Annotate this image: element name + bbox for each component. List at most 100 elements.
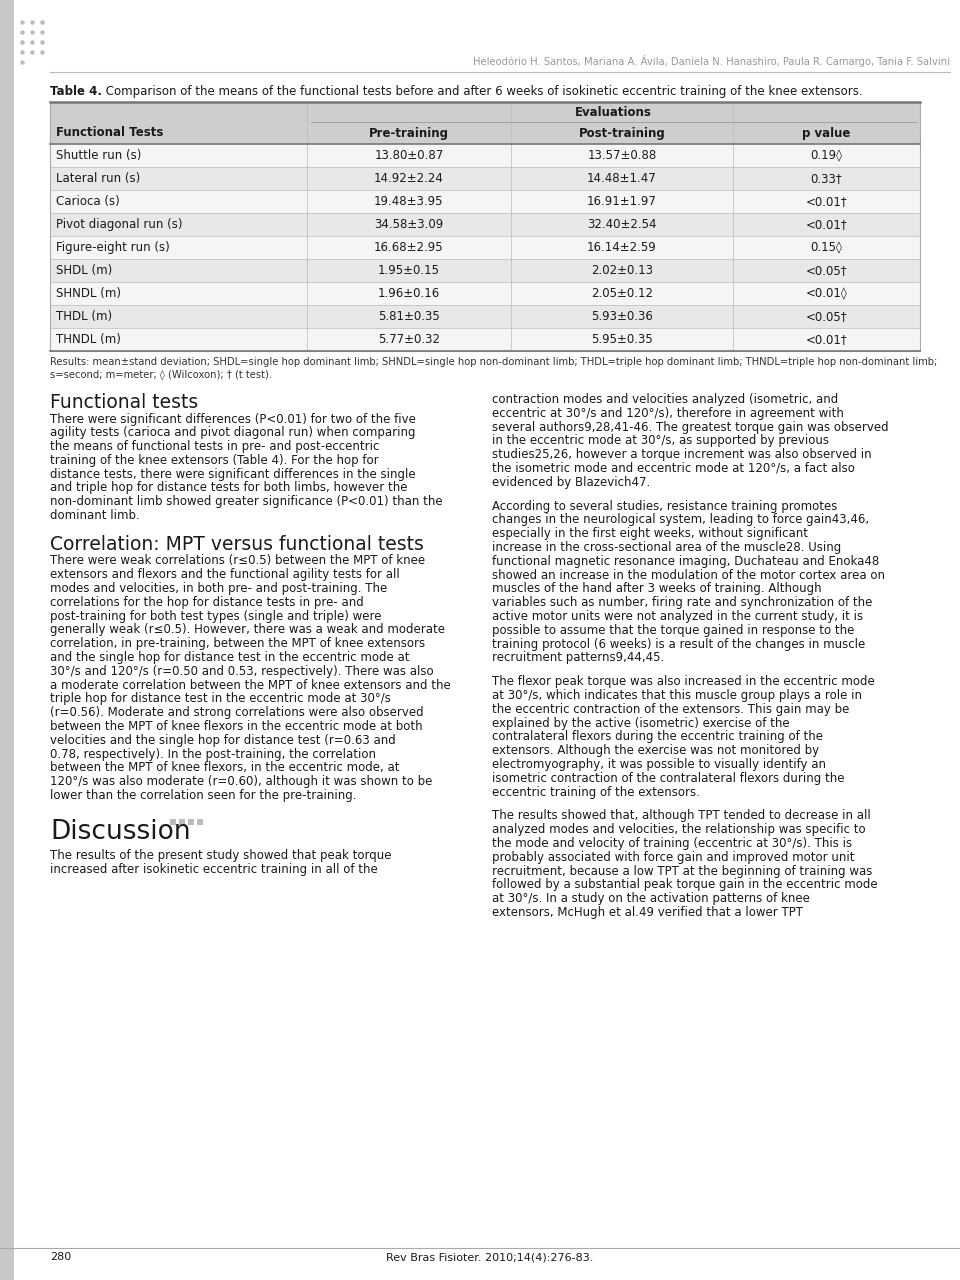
- Text: Correlation: MPT versus functional tests: Correlation: MPT versus functional tests: [50, 535, 424, 554]
- Text: Post-training: Post-training: [579, 127, 665, 140]
- Text: 2.05±0.12: 2.05±0.12: [591, 287, 653, 300]
- Text: There were weak correlations (r≤0.5) between the MPT of knee: There were weak correlations (r≤0.5) bet…: [50, 554, 425, 567]
- Text: 16.91±1.97: 16.91±1.97: [588, 195, 657, 207]
- Bar: [0, 0, 14, 1280]
- Text: correlation, in pre-training, between the MPT of knee extensors: correlation, in pre-training, between th…: [50, 637, 425, 650]
- Text: Lateral run (s): Lateral run (s): [56, 172, 140, 186]
- Text: 16.68±2.95: 16.68±2.95: [374, 241, 444, 253]
- Text: increase in the cross-sectional area of the muscle28. Using: increase in the cross-sectional area of …: [492, 541, 841, 554]
- Text: 0.33†: 0.33†: [810, 172, 842, 186]
- Bar: [50, 143, 920, 166]
- Text: training protocol (6 weeks) is a result of the changes in muscle: training protocol (6 weeks) is a result …: [492, 637, 865, 650]
- Text: Functional tests: Functional tests: [50, 393, 199, 412]
- Text: Pre-training: Pre-training: [369, 127, 449, 140]
- Text: 32.40±2.54: 32.40±2.54: [588, 218, 657, 230]
- Text: 14.48±1.47: 14.48±1.47: [588, 172, 657, 186]
- Text: triple hop for distance test in the eccentric mode at 30°/s: triple hop for distance test in the ecce…: [50, 692, 391, 705]
- Text: extensors. Although the exercise was not monitored by: extensors. Although the exercise was not…: [492, 744, 819, 758]
- Bar: [50, 102, 920, 351]
- Text: There were significant differences (P<0.01) for two of the five: There were significant differences (P<0.…: [50, 412, 416, 425]
- Text: THDL (m): THDL (m): [56, 310, 112, 323]
- Text: <0.01†: <0.01†: [805, 195, 848, 207]
- Text: <0.01†: <0.01†: [805, 333, 848, 346]
- Text: the eccentric contraction of the extensors. This gain may be: the eccentric contraction of the extenso…: [492, 703, 850, 716]
- Text: The flexor peak torque was also increased in the eccentric mode: The flexor peak torque was also increase…: [492, 675, 875, 689]
- Text: 19.48±3.95: 19.48±3.95: [374, 195, 444, 207]
- Text: muscles of the hand after 3 weeks of training. Although: muscles of the hand after 3 weeks of tra…: [492, 582, 822, 595]
- Text: changes in the neurological system, leading to force gain43,46,: changes in the neurological system, lead…: [492, 513, 869, 526]
- Text: 13.57±0.88: 13.57±0.88: [588, 148, 657, 163]
- Text: 5.81±0.35: 5.81±0.35: [378, 310, 440, 323]
- Text: Rev Bras Fisioter. 2010;14(4):276-83.: Rev Bras Fisioter. 2010;14(4):276-83.: [386, 1252, 593, 1262]
- Text: 0.19◊: 0.19◊: [810, 148, 843, 163]
- Text: post-training for both test types (single and triple) were: post-training for both test types (singl…: [50, 609, 381, 622]
- Text: in the eccentric mode at 30°/s, as supported by previous: in the eccentric mode at 30°/s, as suppo…: [492, 434, 829, 448]
- Text: 34.58±3.09: 34.58±3.09: [374, 218, 444, 230]
- Text: 5.95±0.35: 5.95±0.35: [591, 333, 653, 346]
- Bar: [50, 328, 920, 351]
- Text: studies25,26, however a torque increment was also observed in: studies25,26, however a torque increment…: [492, 448, 872, 461]
- Text: variables such as number, firing rate and synchronization of the: variables such as number, firing rate an…: [492, 596, 873, 609]
- Text: s=second; m=meter; ◊ (Wilcoxon); † (t test).: s=second; m=meter; ◊ (Wilcoxon); † (t te…: [50, 370, 272, 380]
- Bar: [50, 166, 920, 189]
- Text: 280: 280: [50, 1252, 71, 1262]
- Text: Table 4.: Table 4.: [50, 84, 102, 99]
- Text: <0.01†: <0.01†: [805, 218, 848, 230]
- Text: <0.05†: <0.05†: [805, 264, 848, 276]
- Text: 0.15◊: 0.15◊: [810, 241, 842, 253]
- Text: between the MPT of knee flexors in the eccentric mode at both: between the MPT of knee flexors in the e…: [50, 719, 422, 733]
- Text: at 30°/s, which indicates that this muscle group plays a role in: at 30°/s, which indicates that this musc…: [492, 689, 862, 701]
- Text: explained by the active (isometric) exercise of the: explained by the active (isometric) exer…: [492, 717, 790, 730]
- Text: SHDL (m): SHDL (m): [56, 264, 112, 276]
- Text: 30°/s and 120°/s (r=0.50 and 0.53, respectively). There was also: 30°/s and 120°/s (r=0.50 and 0.53, respe…: [50, 664, 434, 678]
- Text: Discussion: Discussion: [50, 819, 191, 845]
- Text: between the MPT of knee flexors, in the eccentric mode, at: between the MPT of knee flexors, in the …: [50, 762, 399, 774]
- Text: <0.01◊: <0.01◊: [805, 287, 848, 300]
- Text: extensors, McHugh et al.49 verified that a lower TPT: extensors, McHugh et al.49 verified that…: [492, 906, 803, 919]
- Bar: [50, 236, 920, 259]
- Text: generally weak (r≤0.5). However, there was a weak and moderate: generally weak (r≤0.5). However, there w…: [50, 623, 445, 636]
- Text: 120°/s was also moderate (r=0.60), although it was shown to be: 120°/s was also moderate (r=0.60), altho…: [50, 776, 432, 788]
- Text: increased after isokinetic eccentric training in all of the: increased after isokinetic eccentric tra…: [50, 863, 377, 876]
- Text: the mode and velocity of training (eccentric at 30°/s). This is: the mode and velocity of training (eccen…: [492, 837, 852, 850]
- Text: Evaluations: Evaluations: [575, 105, 652, 119]
- Text: 1.96±0.16: 1.96±0.16: [377, 287, 440, 300]
- Text: 5.93±0.36: 5.93±0.36: [591, 310, 653, 323]
- Text: SHNDL (m): SHNDL (m): [56, 287, 121, 300]
- Text: distance tests, there were significant differences in the single: distance tests, there were significant d…: [50, 467, 416, 481]
- Text: evidenced by Blazevich47.: evidenced by Blazevich47.: [492, 476, 650, 489]
- Text: especially in the first eight weeks, without significant: especially in the first eight weeks, wit…: [492, 527, 808, 540]
- Text: Carioca (s): Carioca (s): [56, 195, 120, 207]
- Text: 13.80±0.87: 13.80±0.87: [374, 148, 444, 163]
- Text: THNDL (m): THNDL (m): [56, 333, 121, 346]
- Text: non-dominant limb showed greater significance (P<0.01) than the: non-dominant limb showed greater signifi…: [50, 495, 443, 508]
- Text: at 30°/s. In a study on the activation patterns of knee: at 30°/s. In a study on the activation p…: [492, 892, 810, 905]
- Text: p value: p value: [803, 127, 851, 140]
- Text: The results showed that, although TPT tended to decrease in all: The results showed that, although TPT te…: [492, 809, 871, 822]
- Bar: [50, 282, 920, 305]
- Text: modes and velocities, in both pre- and post-training. The: modes and velocities, in both pre- and p…: [50, 582, 387, 595]
- Text: Shuttle run (s): Shuttle run (s): [56, 148, 141, 163]
- Text: eccentric at 30°/s and 120°/s), therefore in agreement with: eccentric at 30°/s and 120°/s), therefor…: [492, 407, 844, 420]
- Text: velocities and the single hop for distance test (r=0.63 and: velocities and the single hop for distan…: [50, 733, 396, 746]
- Text: and the single hop for distance test in the eccentric mode at: and the single hop for distance test in …: [50, 652, 410, 664]
- Text: Pivot diagonal run (s): Pivot diagonal run (s): [56, 218, 182, 230]
- Text: functional magnetic resonance imaging, Duchateau and Enoka48: functional magnetic resonance imaging, D…: [492, 554, 879, 568]
- Text: possible to assume that the torque gained in response to the: possible to assume that the torque gaine…: [492, 623, 854, 636]
- Bar: [50, 102, 920, 143]
- Text: followed by a substantial peak torque gain in the eccentric mode: followed by a substantial peak torque ga…: [492, 878, 877, 891]
- Text: extensors and flexors and the functional agility tests for all: extensors and flexors and the functional…: [50, 568, 399, 581]
- Text: Functional Tests: Functional Tests: [56, 127, 163, 140]
- Text: Comparison of the means of the functional tests before and after 6 weeks of isok: Comparison of the means of the functiona…: [102, 84, 863, 99]
- Text: According to several studies, resistance training promotes: According to several studies, resistance…: [492, 499, 837, 512]
- Text: a moderate correlation between the MPT of knee extensors and the: a moderate correlation between the MPT o…: [50, 678, 451, 691]
- Text: 16.14±2.59: 16.14±2.59: [588, 241, 657, 253]
- Text: isometric contraction of the contralateral flexors during the: isometric contraction of the contralater…: [492, 772, 845, 785]
- Text: contralateral flexors during the eccentric training of the: contralateral flexors during the eccentr…: [492, 731, 823, 744]
- Text: analyzed modes and velocities, the relationship was specific to: analyzed modes and velocities, the relat…: [492, 823, 866, 836]
- Text: Heleodório H. Santos, Mariana A. Ávila, Daniela N. Hanashiro, Paula R. Camargo, : Heleodório H. Santos, Mariana A. Ávila, …: [473, 55, 950, 67]
- Text: <0.05†: <0.05†: [805, 310, 848, 323]
- Text: Results: mean±stand deviation; SHDL=single hop dominant limb; SHNDL=single hop n: Results: mean±stand deviation; SHDL=sing…: [50, 357, 937, 367]
- Text: showed an increase in the modulation of the motor cortex area on: showed an increase in the modulation of …: [492, 568, 885, 581]
- Text: Figure-eight run (s): Figure-eight run (s): [56, 241, 170, 253]
